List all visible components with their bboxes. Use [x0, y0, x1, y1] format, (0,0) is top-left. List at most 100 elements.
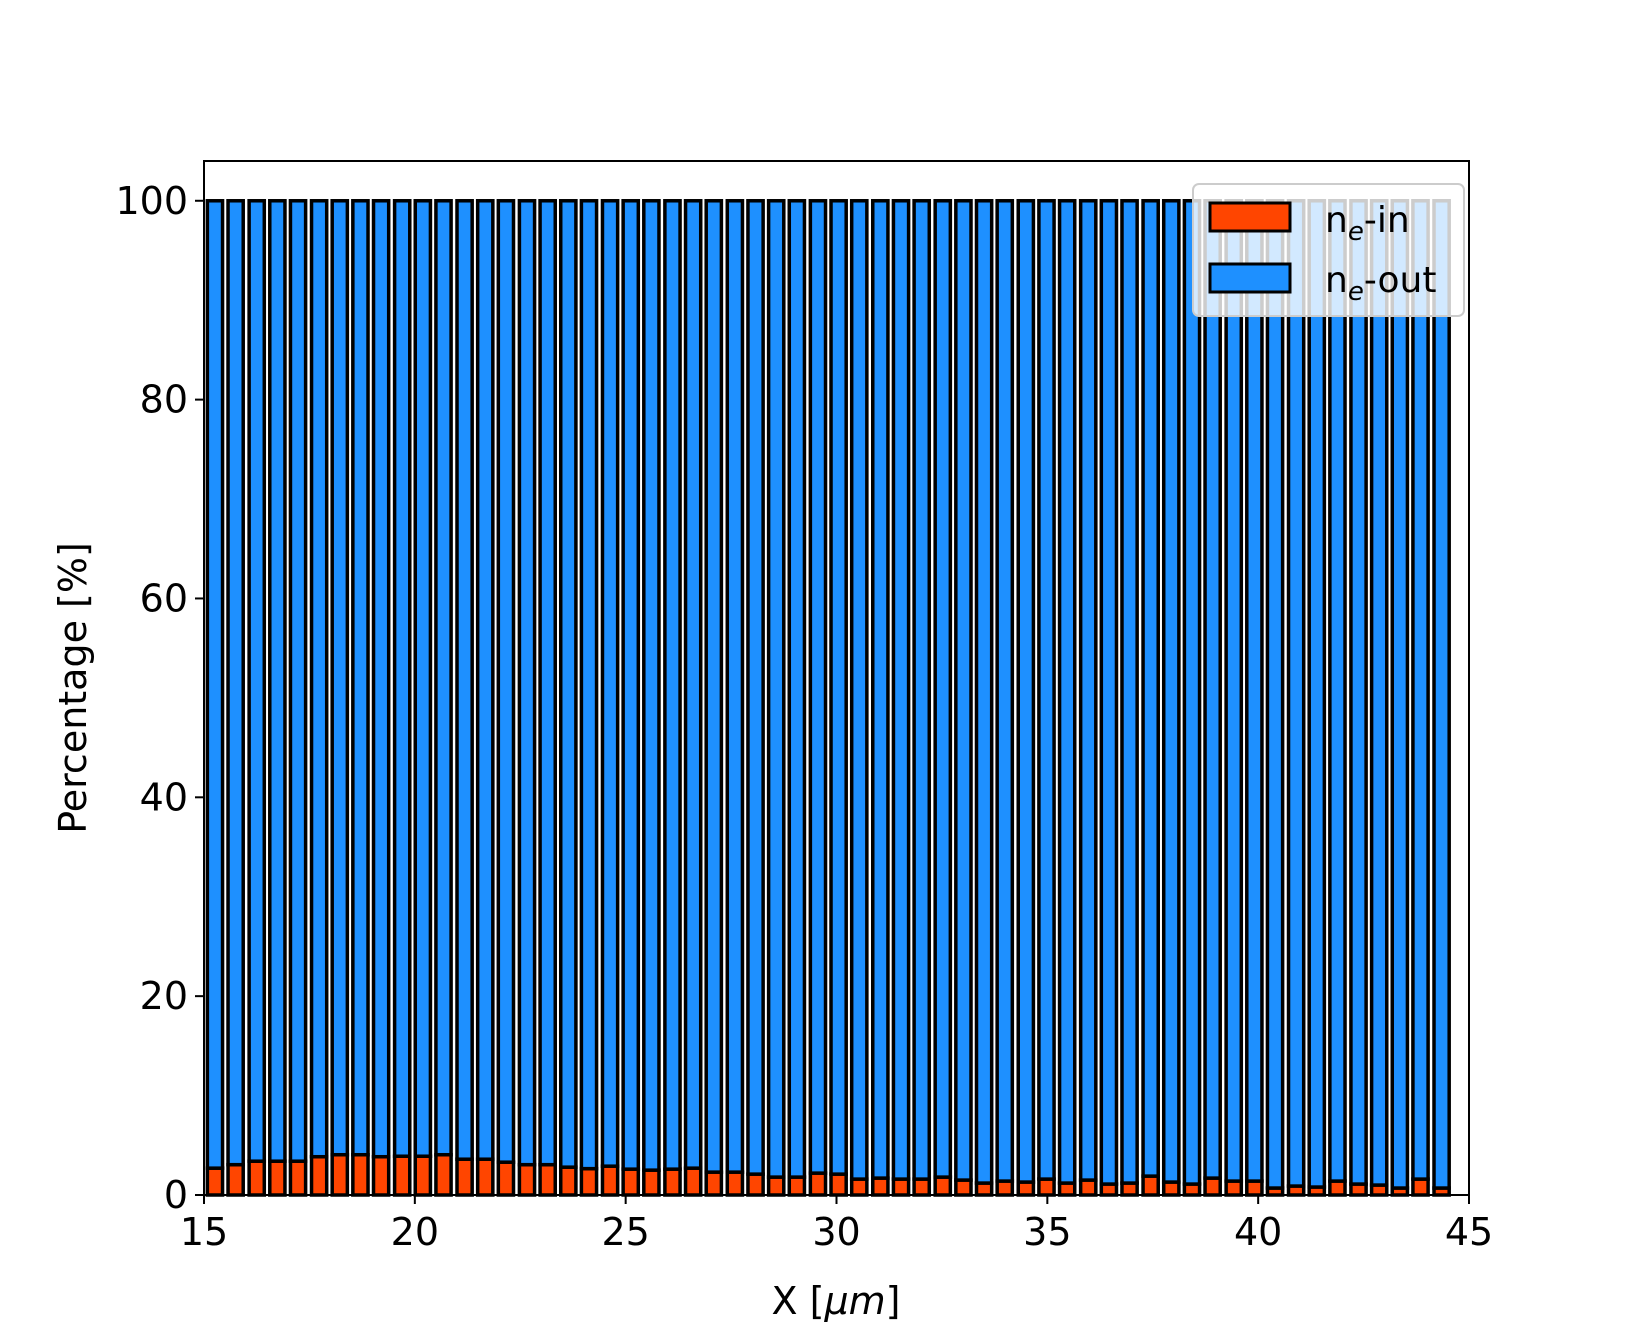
bar-ne-out — [849, 199, 869, 1181]
bar-ne-out — [829, 199, 848, 1176]
bar-ne-in — [579, 1166, 599, 1197]
legend-swatch-ne-out — [1208, 262, 1292, 294]
y-tick-label: 20 — [140, 974, 188, 1018]
bar-ne-in — [455, 1157, 474, 1197]
bar-ne-in — [268, 1159, 287, 1197]
bar-ne-out — [496, 199, 516, 1164]
bar-ne-in — [1078, 1178, 1098, 1197]
bar-ne-out — [1182, 199, 1202, 1186]
y-tick-label: 0 — [164, 1173, 188, 1217]
x-tick-label: 15 — [180, 1210, 228, 1254]
bar-ne-in — [808, 1171, 828, 1197]
bar-ne-out — [974, 199, 994, 1185]
x-tick-label: 40 — [1234, 1210, 1282, 1254]
bar-ne-in — [496, 1160, 516, 1197]
bar-ne-in — [538, 1162, 557, 1197]
bar-ne-in — [1411, 1177, 1430, 1197]
bar-ne-out — [371, 199, 391, 1159]
bar-ne-in — [1016, 1180, 1036, 1197]
bar-ne-out — [1265, 199, 1285, 1190]
bar-ne-out — [995, 199, 1015, 1183]
bar-ne-out — [891, 199, 911, 1181]
x-tick-label: 45 — [1445, 1210, 1493, 1254]
x-axis: 15 20 25 30 35 40 45 — [180, 1195, 1493, 1254]
bar-ne-out — [1078, 199, 1098, 1182]
bar-ne-out — [704, 199, 724, 1174]
bar-ne-out — [1411, 199, 1430, 1181]
bar-ne-out — [1349, 199, 1368, 1186]
bar-ne-out — [1307, 199, 1327, 1189]
bar-ne-in — [1037, 1177, 1056, 1197]
bar-ne-out — [912, 199, 932, 1181]
bar-ne-out — [1286, 199, 1306, 1188]
x-tick-label: 30 — [812, 1210, 860, 1254]
bar-ne-in — [933, 1175, 953, 1197]
bar-ne-out — [683, 199, 703, 1170]
bar-ne-out — [642, 199, 661, 1172]
bar-ne-in — [621, 1167, 641, 1197]
bar-ne-in — [974, 1181, 994, 1197]
bar-ne-out — [1390, 199, 1410, 1190]
bar-ne-in — [351, 1152, 370, 1197]
bar-ne-out — [1099, 199, 1119, 1186]
bar-ne-out — [746, 199, 765, 1176]
bar-ne-out — [558, 199, 578, 1169]
bar-ne-out — [475, 199, 495, 1161]
bar-ne-out — [288, 199, 308, 1163]
bar-ne-in — [1203, 1176, 1222, 1197]
bar-ne-out — [392, 199, 412, 1158]
bar-ne-in — [600, 1164, 620, 1197]
bar-ne-in — [725, 1170, 745, 1197]
bar-ne-in — [330, 1152, 350, 1197]
bar-ne-in — [309, 1154, 329, 1197]
bar-ne-in — [954, 1178, 973, 1197]
bar-ne-in — [642, 1168, 661, 1197]
bar-ne-in — [1057, 1181, 1077, 1197]
bar-ne-out — [1141, 199, 1160, 1178]
bar-ne-in — [475, 1157, 495, 1197]
bar-ne-in — [288, 1159, 308, 1197]
bar-ne-out — [330, 199, 350, 1157]
bar-ne-out — [1369, 199, 1389, 1187]
x-tick-label: 35 — [1023, 1210, 1071, 1254]
bar-ne-out — [1328, 199, 1347, 1183]
legend: ne-in ne-out — [1192, 183, 1465, 317]
bar-ne-in — [1161, 1180, 1181, 1197]
bar-ne-in — [1328, 1179, 1347, 1197]
bar-ne-in — [371, 1154, 391, 1197]
bar-ne-in — [517, 1162, 537, 1197]
bar-ne-out — [1224, 199, 1244, 1183]
y-tick-label: 100 — [115, 179, 188, 223]
bar-ne-in — [787, 1175, 807, 1197]
bar-ne-in — [247, 1159, 267, 1197]
bar-ne-out — [247, 199, 267, 1163]
bar-ne-out — [954, 199, 973, 1182]
bar-ne-out — [1057, 199, 1077, 1185]
bar-ne-out — [579, 199, 599, 1171]
bar-ne-out — [226, 199, 245, 1167]
bar-ne-in — [995, 1179, 1015, 1197]
legend-label-ne-in: ne-in — [1325, 200, 1410, 247]
bar-ne-out — [871, 199, 890, 1180]
bar-ne-in — [871, 1176, 890, 1197]
bar-ne-in — [1120, 1181, 1139, 1197]
bar-ne-in — [766, 1175, 786, 1197]
bar-ne-out — [1432, 199, 1451, 1190]
bar-ne-in — [558, 1165, 578, 1197]
x-tick-label: 25 — [601, 1210, 649, 1254]
bar-ne-out — [538, 199, 557, 1167]
bar-ne-out — [268, 199, 287, 1163]
bar-ne-out — [1120, 199, 1139, 1185]
bar-ne-out — [766, 199, 786, 1179]
bar-ne-out — [725, 199, 745, 1174]
bar-ne-out — [434, 199, 453, 1157]
bar-ne-in — [746, 1172, 765, 1197]
x-tick-label: 20 — [391, 1210, 439, 1254]
bar-ne-in — [1141, 1174, 1160, 1197]
y-tick-label: 80 — [140, 378, 188, 422]
bar-ne-out — [1245, 199, 1264, 1183]
bar-ne-in — [663, 1167, 682, 1197]
bar-ne-out — [663, 199, 682, 1171]
bar-ne-out — [517, 199, 537, 1167]
